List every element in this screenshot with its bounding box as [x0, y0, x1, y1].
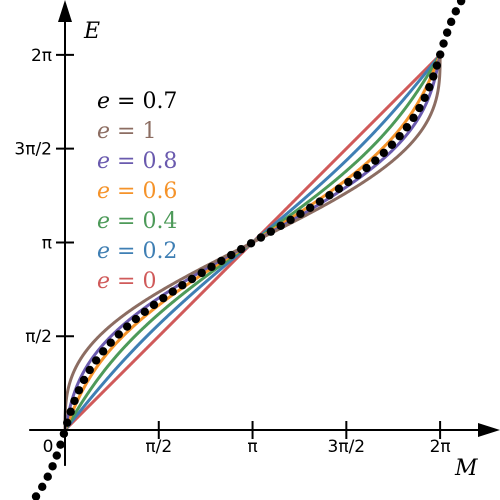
series-point-e-0-7 [276, 221, 285, 230]
series-point-e-0-7 [402, 123, 412, 132]
series-point-e-0-7 [325, 191, 334, 200]
series-point-e-0-7 [429, 72, 438, 81]
series-point-e-0-7 [415, 103, 424, 113]
legend-entry: e = 0.6 [97, 179, 177, 204]
series-point-e-0-7 [442, 28, 452, 37]
series-point-e-0-7 [353, 171, 362, 180]
series-point-e-0-7 [56, 440, 65, 449]
series-point-e-0-7 [197, 268, 206, 278]
series-point-e-0-7 [456, 0, 466, 6]
series-point-e-0-7 [305, 203, 315, 212]
x-tick-label: 0 [43, 437, 54, 457]
series-point-e-0-7 [379, 148, 389, 158]
series-point-e-0-7 [85, 365, 94, 375]
x-axis-arrow [478, 423, 500, 437]
y-tick-label: π [42, 233, 52, 253]
legend-entry: e = 1 [97, 119, 156, 144]
series-point-e-0-7 [52, 451, 61, 460]
series-point-e-0-7 [451, 7, 461, 16]
series-point-e-0-7 [74, 386, 84, 395]
series-point-e-0-7 [140, 307, 150, 317]
series-point-e-0-7 [187, 274, 197, 284]
series-point-e-0-7 [344, 177, 353, 187]
series-point-e-0-7 [66, 407, 75, 416]
series-point-e-0-7 [387, 140, 397, 149]
y-tick-label: 3π/2 [14, 140, 52, 160]
series-line-e-1 [63, 52, 442, 430]
series-point-e-0-7 [227, 250, 236, 260]
series-point-e-0-7 [362, 163, 371, 173]
series-point-e-0-7 [420, 93, 429, 103]
series-point-e-0-7 [149, 300, 159, 310]
series-point-e-0-7 [63, 418, 72, 427]
y-axis-arrow [58, 0, 72, 22]
series-point-e-0-7 [439, 39, 448, 48]
ticks-layer: 0 π/2 π 3π/2 2π π/2 π 3π/2 2π [14, 46, 450, 457]
series-point-e-0-7 [38, 482, 47, 491]
series-point-e-0-7 [446, 17, 456, 27]
series-point-e-0-7 [106, 338, 115, 347]
series-point-e-0-7 [48, 462, 57, 471]
series-point-e-0-7 [79, 375, 89, 385]
series-point-e-0-7 [98, 347, 108, 356]
series-point-e-0-7 [371, 156, 380, 165]
series-point-e-0-7 [131, 314, 141, 324]
legend-entry: e = 0.7 [97, 89, 177, 114]
series-point-e-0-7 [236, 244, 246, 254]
series-point-e-0-7 [286, 215, 295, 225]
series-point-e-0-7 [91, 356, 101, 365]
series-point-e-0-7 [217, 256, 226, 266]
y-tick-label: π/2 [25, 327, 52, 347]
legend: e = 0.7 e = 1 e = 0.8 e = 0.6 e = 0.4 e = 0.2… [97, 89, 177, 294]
y-axis-label: E [83, 19, 100, 44]
series-point-e-0-7 [246, 239, 256, 248]
x-axis-label: M [454, 456, 478, 481]
y-tick-label: 2π [31, 46, 52, 66]
x-tick-label: π/2 [145, 437, 172, 457]
legend-entry: e = 0.8 [97, 149, 177, 174]
legend-entry: e = 0.2 [97, 239, 177, 264]
series-point-e-0-7 [436, 50, 445, 59]
series-point-e-0-7 [43, 472, 52, 481]
series-point-e-0-7 [334, 184, 344, 193]
series-point-e-0-7 [122, 322, 132, 331]
series-point-e-0-7 [70, 396, 79, 406]
series-point-e-0-7 [207, 262, 216, 272]
axes-layer [29, 0, 500, 466]
legend-entry: e = 0.4 [97, 209, 177, 234]
dotted-series-layer [31, 0, 466, 500]
series-point-e-0-7 [296, 209, 305, 219]
x-tick-label: 3π/2 [328, 437, 366, 457]
series-point-e-0-7 [432, 61, 442, 70]
series-point-e-0-7 [266, 227, 276, 236]
series-point-e-0-7 [31, 492, 41, 500]
x-tick-label: 2π [430, 437, 451, 457]
series-point-e-0-7 [168, 287, 177, 296]
series-point-e-0-7 [425, 83, 434, 92]
x-tick-label: π [247, 437, 257, 457]
series-point-e-0-7 [114, 330, 123, 339]
series-point-e-0-7 [59, 429, 69, 438]
legend-entry: e = 0 [97, 269, 156, 294]
series-point-e-0-7 [409, 113, 418, 123]
series-point-e-0-7 [256, 233, 266, 242]
series-point-e-0-7 [315, 197, 325, 206]
series-point-e-0-7 [178, 281, 187, 290]
series-point-e-0-7 [395, 132, 404, 141]
series-point-e-0-7 [159, 293, 168, 303]
